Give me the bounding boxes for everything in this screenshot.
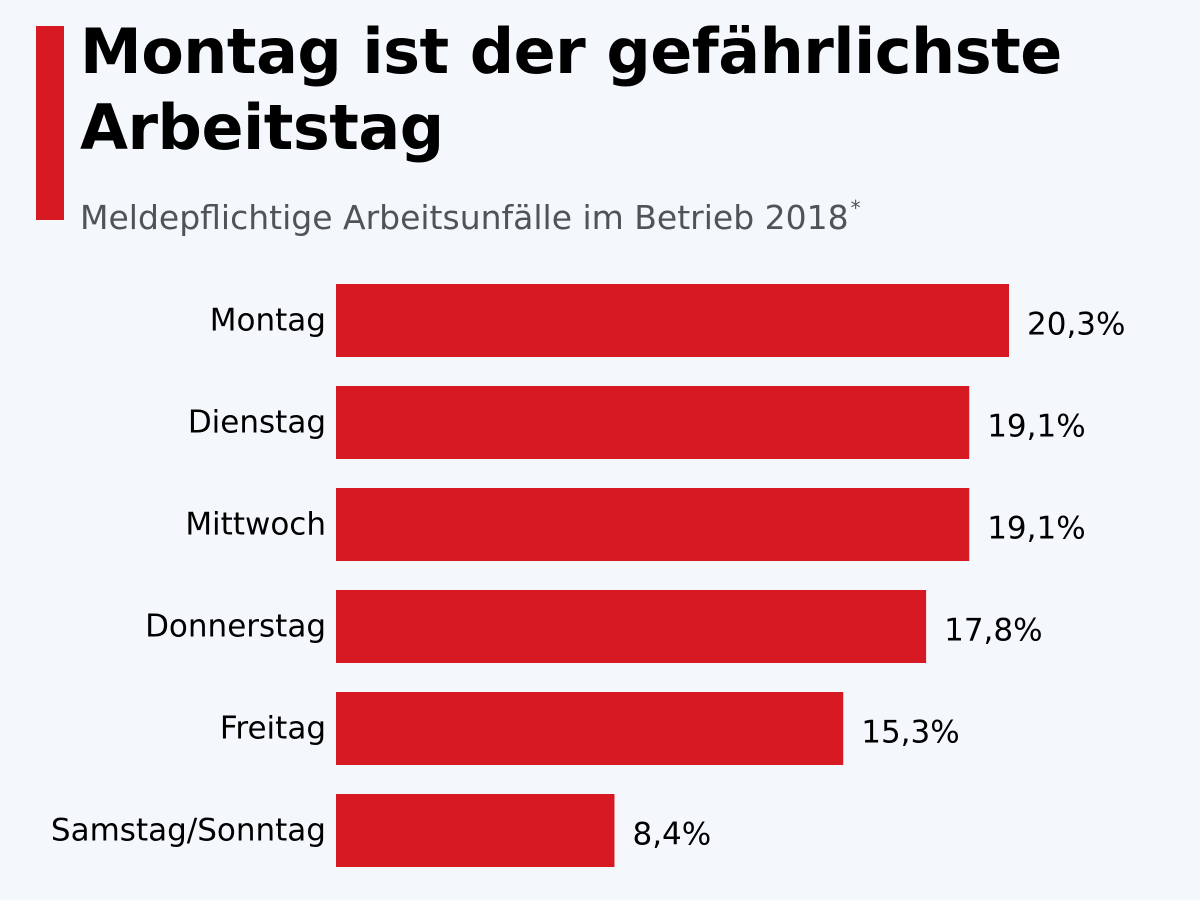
value-label: 19,1% [987, 409, 1085, 445]
value-label: 8,4% [632, 817, 711, 853]
bar [336, 692, 844, 765]
bar [336, 386, 970, 459]
title-accent-bar [36, 26, 64, 220]
category-label: Donnerstag [145, 609, 326, 645]
chart-title: Montag ist der gefährlichste Arbeitstag [80, 15, 1062, 164]
category-label: Samstag/Sonntag [51, 813, 326, 849]
bar [336, 794, 615, 867]
chart-subtitle: Meldepflichtige Arbeitsunfälle im Betrie… [80, 186, 861, 240]
subtitle-footnote-marker: * [850, 196, 861, 220]
category-label: Dienstag [188, 405, 326, 441]
category-label: Montag [210, 303, 326, 339]
value-label: 15,3% [861, 715, 959, 751]
value-label: 20,3% [1027, 307, 1125, 343]
bar [336, 590, 927, 663]
bar [336, 488, 970, 561]
category-label: Freitag [220, 711, 326, 747]
category-label: Mittwoch [185, 507, 326, 543]
bar [336, 284, 1009, 357]
value-label: 17,8% [944, 613, 1042, 649]
subtitle-text: Meldepflichtige Arbeitsunfälle im Betrie… [80, 198, 849, 237]
bar-chart: Montag 20,3% Dienstag 19,1% Mittwoch 19,1% Don… [51, 284, 1125, 867]
value-label: 19,1% [987, 511, 1085, 547]
